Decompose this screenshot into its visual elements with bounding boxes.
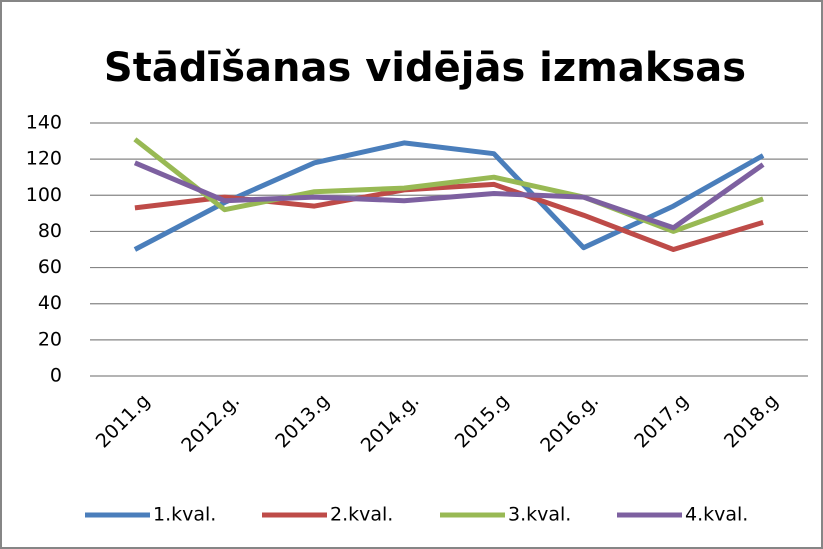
y-tick-label: 140 bbox=[26, 112, 62, 134]
series-line bbox=[133, 137, 764, 234]
y-tick-label: 60 bbox=[38, 256, 62, 278]
chart-title: Stādīšanas vidējās izmaksas bbox=[104, 45, 746, 91]
legend-label: 1.kval. bbox=[153, 504, 216, 526]
y-tick-label: 120 bbox=[26, 148, 62, 170]
y-tick-label: 40 bbox=[38, 292, 62, 314]
series-line bbox=[133, 140, 765, 252]
y-tick-label: 0 bbox=[50, 365, 62, 387]
legend-label: 2.kval. bbox=[330, 504, 393, 526]
y-tick-label: 20 bbox=[38, 328, 62, 350]
legend-label: 4.kval. bbox=[685, 504, 748, 526]
y-tick-label: 80 bbox=[38, 220, 62, 242]
legend-label: 3.kval. bbox=[508, 504, 571, 526]
y-tick-label: 100 bbox=[26, 184, 62, 206]
series-line bbox=[133, 160, 765, 231]
